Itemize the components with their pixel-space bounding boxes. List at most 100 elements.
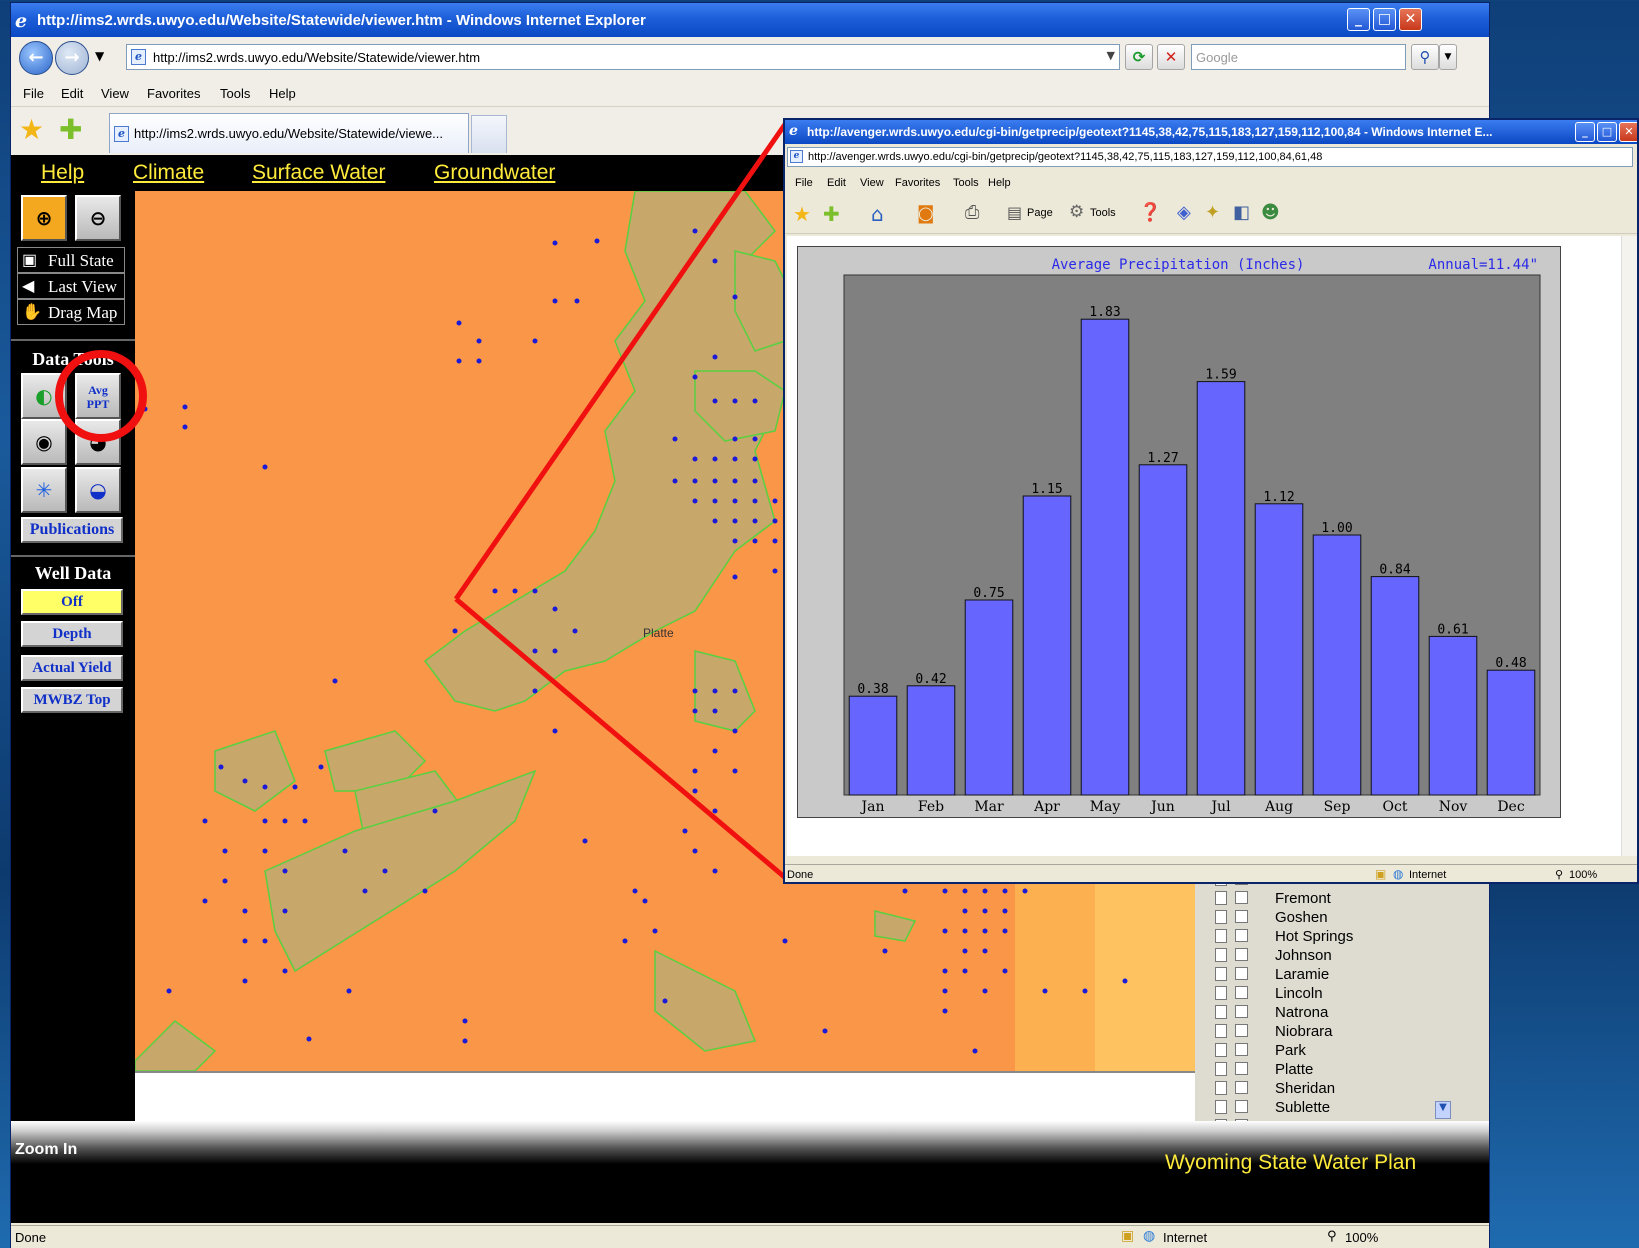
feeds-icon[interactable]: ◙	[917, 203, 935, 224]
county-item[interactable]: Fremont	[1195, 889, 1435, 908]
layer-checkbox[interactable]	[1235, 929, 1248, 942]
layer-checkbox[interactable]	[1235, 948, 1248, 961]
streamflow-icon[interactable]: ◐	[21, 373, 67, 419]
layer-checkbox[interactable]	[1235, 986, 1248, 999]
popup-scrollbar[interactable]	[1621, 236, 1637, 856]
page-menu-label[interactable]: Page	[1027, 207, 1053, 219]
popup-address-bar[interactable]: e http://avenger.wrds.uwyo.edu/cgi-bin/g…	[787, 147, 1633, 167]
tools-menu-label[interactable]: Tools	[1090, 207, 1116, 219]
forward-button[interactable]: →	[55, 41, 89, 75]
publications-button[interactable]: Publications	[21, 517, 123, 543]
scroll-down-button[interactable]: ▼	[1435, 1101, 1451, 1119]
menu-view[interactable]: View	[101, 86, 129, 101]
page-menu-icon[interactable]: ▤	[1007, 203, 1023, 222]
layer-checkbox[interactable]	[1235, 1043, 1248, 1056]
search-input[interactable]: Google	[1191, 44, 1406, 70]
messenger-icon[interactable]: ✦	[1205, 202, 1221, 223]
popup-close-button[interactable]: ✕	[1619, 122, 1637, 142]
history-dropdown-icon[interactable]: ▼	[95, 49, 105, 63]
avg-ppt-button[interactable]: Avg PPT	[75, 373, 121, 419]
back-button[interactable]: ←	[19, 41, 53, 75]
drag-map-button[interactable]: ✋ Drag Map	[17, 299, 125, 325]
county-item[interactable]: Goshen	[1195, 908, 1435, 927]
favorites-star-icon[interactable]: ★	[19, 113, 45, 146]
research-icon[interactable]: ◈	[1177, 202, 1191, 223]
well-mwbz-top-button[interactable]: MWBZ Top	[21, 687, 123, 713]
menu-tools[interactable]: Tools	[220, 86, 251, 101]
county-item[interactable]: Hot Springs	[1195, 927, 1435, 946]
nav-help[interactable]: Help	[41, 161, 85, 184]
popup-maximize-button[interactable]: □	[1597, 122, 1617, 142]
layer-checkbox[interactable]	[1235, 1100, 1248, 1113]
menu-favorites[interactable]: Favorites	[147, 86, 201, 101]
tab-viewer[interactable]: e http://ims2.wrds.uwyo.edu/Website/Stat…	[109, 113, 469, 153]
popup-zoom-level[interactable]: 100%	[1569, 869, 1598, 881]
tools-gear-icon[interactable]: ⚙	[1069, 202, 1085, 222]
popup-menu-help[interactable]: Help	[988, 177, 1011, 189]
county-item[interactable]: Sheridan	[1195, 1079, 1435, 1098]
county-item[interactable]: Platte	[1195, 1060, 1435, 1079]
last-view-button[interactable]: ◀ Last View	[17, 273, 125, 299]
county-label: Laramie	[1275, 966, 1330, 983]
noaa-icon[interactable]: ◒	[75, 467, 121, 513]
minimize-button[interactable]: _	[1347, 8, 1370, 31]
zoom-in-icon[interactable]: ⊕	[21, 195, 67, 241]
popup-menu-tools[interactable]: Tools	[953, 177, 979, 189]
layer-checkbox[interactable]	[1235, 910, 1248, 923]
popup-minimize-button[interactable]: _	[1575, 122, 1595, 142]
search-icon[interactable]: ⚲	[1411, 44, 1439, 70]
home-icon[interactable]: ⌂	[871, 202, 884, 226]
popup-menu-file[interactable]: File	[795, 177, 813, 189]
nav-climate[interactable]: Climate	[133, 161, 205, 184]
popup-zoom-icon[interactable]: ⚲	[1555, 868, 1564, 881]
popup-menu-view[interactable]: View	[860, 177, 884, 189]
menu-help[interactable]: Help	[269, 86, 296, 101]
x-tick-label: Dec	[1497, 799, 1525, 815]
well-off-button[interactable]: Off	[21, 589, 123, 615]
maximize-button[interactable]: □	[1373, 8, 1396, 31]
layer-checkbox[interactable]	[1235, 967, 1248, 980]
well-actual-yield-button[interactable]: Actual Yield	[21, 655, 123, 681]
nav-groundwater[interactable]: Groundwater	[434, 161, 556, 184]
close-button[interactable]: ✕	[1399, 8, 1422, 31]
nav-surface-water[interactable]: Surface Water	[252, 161, 386, 184]
status-text: Zoom In	[15, 1141, 78, 1158]
help-icon[interactable]: ❓	[1139, 202, 1162, 223]
full-state-button[interactable]: ▣ Full State	[17, 247, 125, 273]
layer-checkbox[interactable]	[1235, 1081, 1248, 1094]
popup-favorites-icon[interactable]: ★	[793, 202, 811, 226]
popup-menu-edit[interactable]: Edit	[827, 177, 846, 189]
county-item[interactable]: Natrona	[1195, 1003, 1435, 1022]
address-dropdown-icon[interactable]: ▼	[1106, 49, 1115, 62]
messenger-people-icon[interactable]: ☻	[1261, 202, 1280, 223]
menu-edit[interactable]: Edit	[61, 86, 84, 101]
zoom-out-icon[interactable]: ⊖	[75, 195, 121, 241]
county-item[interactable]: Park	[1195, 1041, 1435, 1060]
layer-checkbox[interactable]	[1235, 891, 1248, 904]
menu-file[interactable]: File	[23, 86, 44, 101]
popup-add-favorite-icon[interactable]: ✚	[823, 202, 840, 226]
county-item[interactable]: Sublette	[1195, 1098, 1435, 1117]
stop-icon[interactable]: ✕	[1157, 44, 1185, 70]
search-options-icon[interactable]: ▼	[1439, 44, 1457, 70]
county-item[interactable]: Lincoln	[1195, 984, 1435, 1003]
zoom-icon[interactable]: ⚲	[1327, 1229, 1337, 1244]
point-icon[interactable]: ◉	[21, 419, 67, 465]
refresh-icon[interactable]: ⟳	[1125, 44, 1153, 70]
well-icon[interactable]: ◕	[75, 419, 121, 465]
add-favorite-icon[interactable]: ✚	[59, 113, 83, 146]
layer-checkbox[interactable]	[1235, 1024, 1248, 1037]
county-item[interactable]: Johnson	[1195, 946, 1435, 965]
zoom-level[interactable]: 100%	[1345, 1230, 1379, 1245]
popup-menu-favorites[interactable]: Favorites	[895, 177, 941, 189]
new-tab-button[interactable]	[471, 115, 507, 153]
layer-checkbox[interactable]	[1235, 1062, 1248, 1075]
county-item[interactable]: Niobrara	[1195, 1022, 1435, 1041]
layer-checkbox[interactable]	[1235, 1005, 1248, 1018]
print-icon[interactable]: ⎙	[965, 202, 980, 223]
address-bar[interactable]: e http://ims2.wrds.uwyo.edu/Website/Stat…	[126, 44, 1120, 70]
bluetooth-icon[interactable]: ◧	[1233, 202, 1251, 223]
snow-icon[interactable]: ✳	[21, 467, 67, 513]
county-item[interactable]: Laramie	[1195, 965, 1435, 984]
well-depth-button[interactable]: Depth	[21, 621, 123, 647]
